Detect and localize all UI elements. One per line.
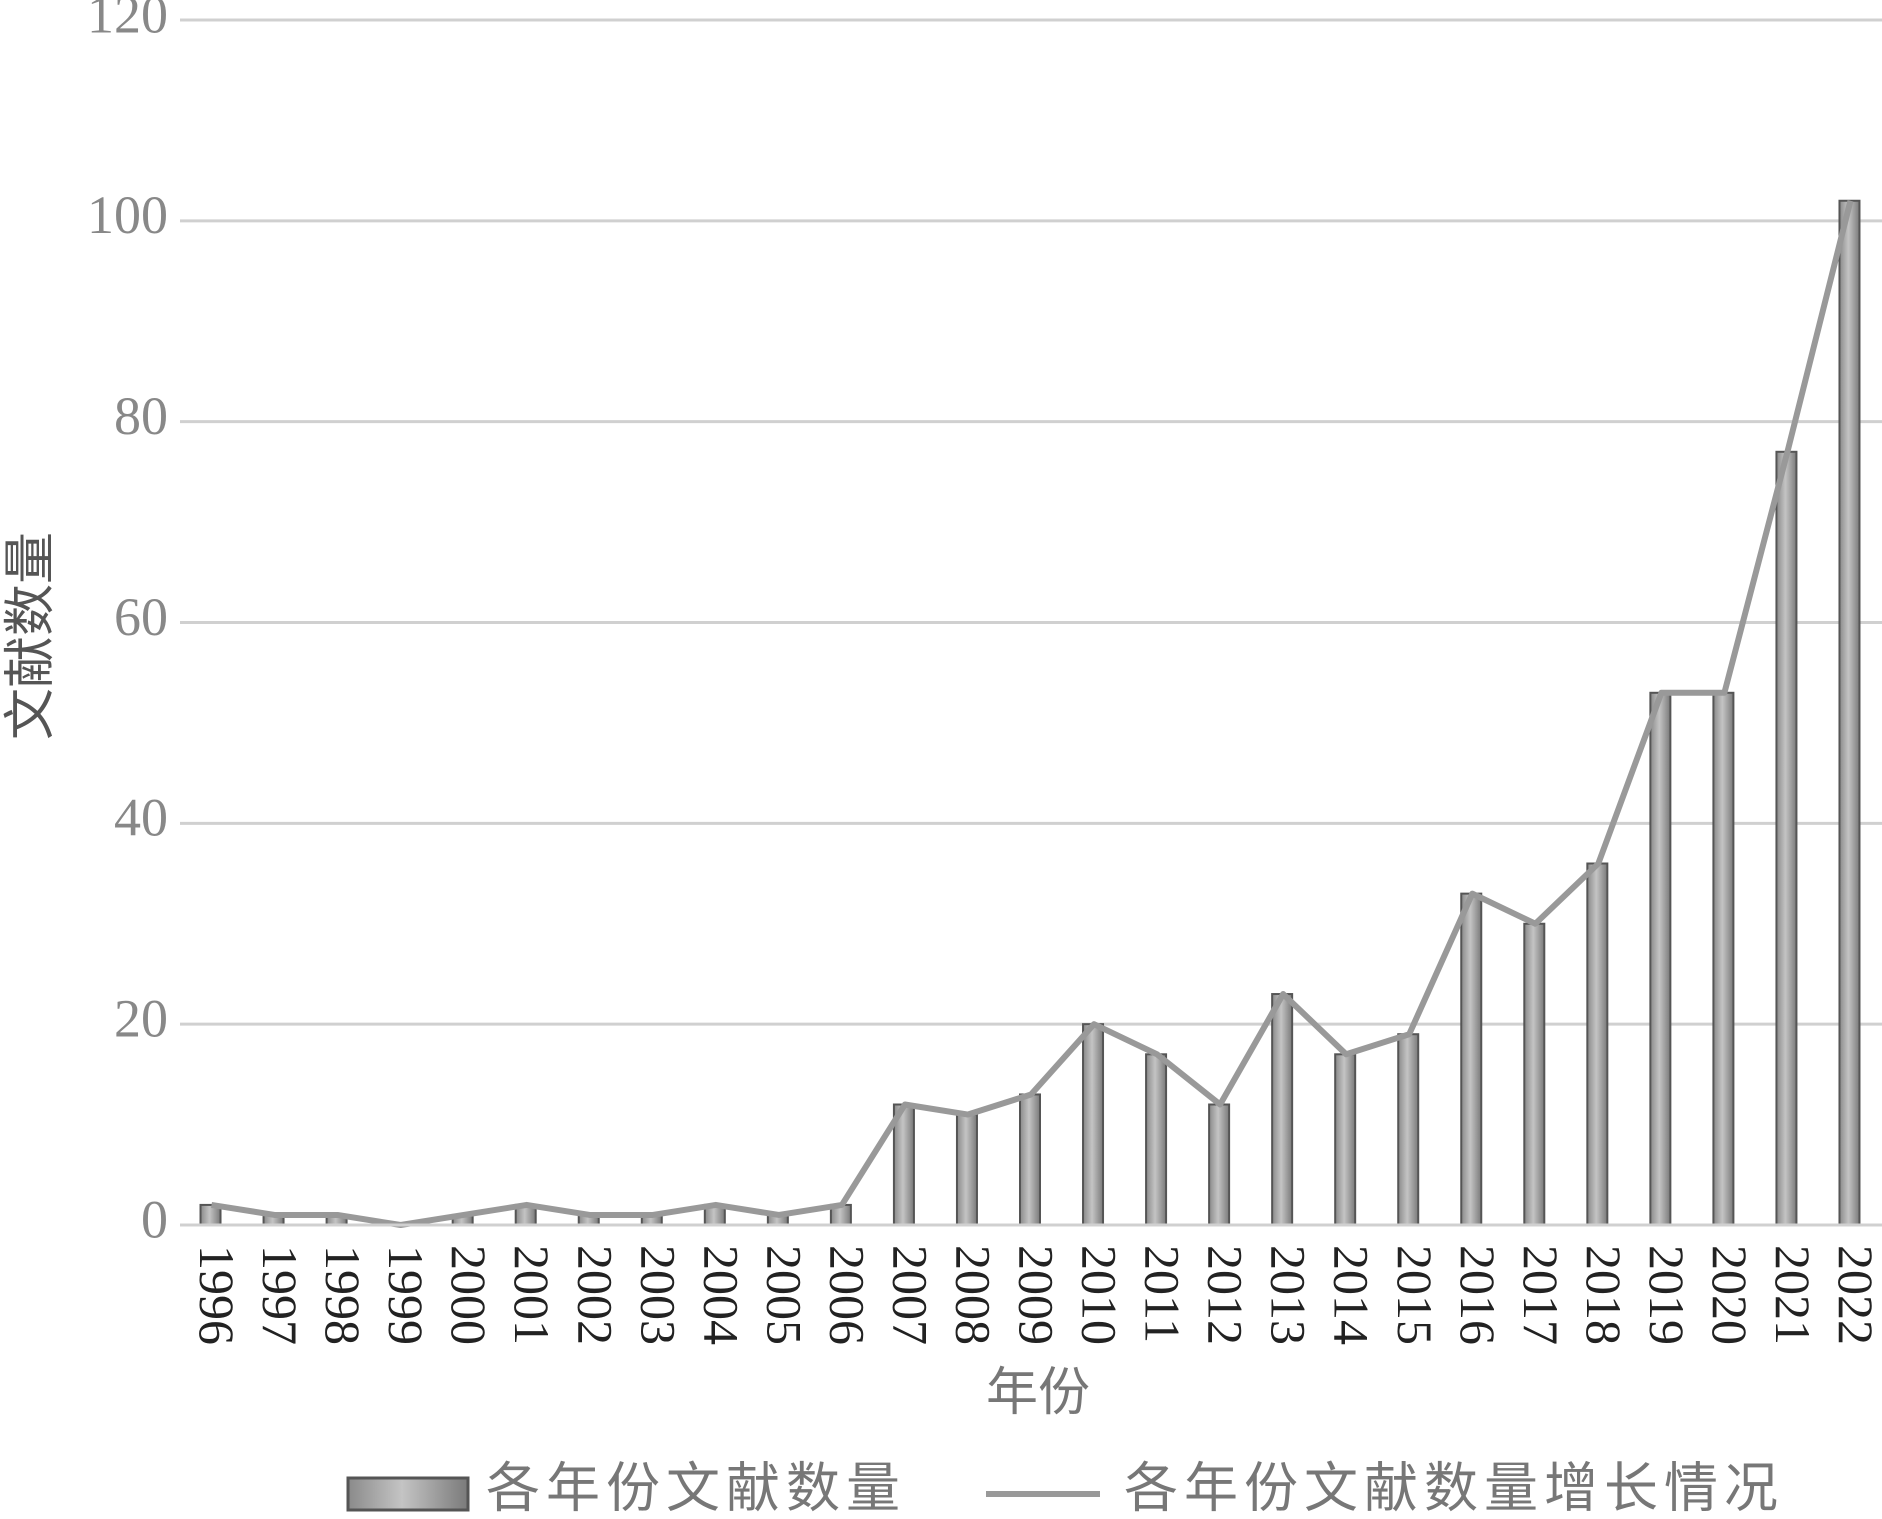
x-tick-label: 2003	[630, 1245, 686, 1345]
x-tick-label: 2015	[1387, 1245, 1443, 1345]
x-tick-label: 2007	[882, 1245, 938, 1345]
x-tick-label: 2020	[1702, 1245, 1758, 1345]
x-tick-label: 1997	[252, 1245, 308, 1345]
x-tick-label: 2016	[1450, 1245, 1506, 1345]
x-tick-label: 2022	[1828, 1245, 1882, 1345]
x-tick-label: 2017	[1513, 1245, 1569, 1345]
bar	[1460, 892, 1483, 1226]
x-tick-label: 2005	[756, 1245, 812, 1345]
x-tick-label: 2014	[1324, 1245, 1380, 1345]
line	[211, 200, 1854, 1228]
x-axis-title: 年份	[986, 1365, 1090, 1422]
x-tick-label: 1999	[378, 1245, 434, 1345]
x-tick-label: 1996	[189, 1245, 245, 1345]
bar	[1271, 993, 1294, 1227]
bar	[1334, 1053, 1357, 1226]
x-tick-label: 2004	[693, 1245, 749, 1345]
bar	[955, 1113, 978, 1226]
x-tick-label: 2018	[1576, 1245, 1632, 1345]
y-tick-label: 80	[114, 386, 168, 446]
x-tick-label: 2002	[567, 1245, 623, 1345]
bar	[1145, 1053, 1168, 1226]
x-tick-label: 2001	[504, 1245, 560, 1345]
x-tick-label: 2010	[1072, 1245, 1128, 1345]
bar	[1523, 922, 1546, 1226]
x-tick-label: 2011	[1135, 1245, 1191, 1343]
bar	[1397, 1033, 1420, 1227]
x-tick-label: 1998	[315, 1245, 371, 1345]
x-tick-label: 2012	[1198, 1245, 1254, 1345]
legend-label: 各年份文献数量	[486, 1458, 906, 1518]
bar	[1208, 1103, 1231, 1226]
y-tick-label: 20	[114, 989, 168, 1049]
bar	[1775, 450, 1798, 1226]
x-tick-label: 2009	[1009, 1245, 1065, 1345]
legend-swatch	[346, 1476, 470, 1512]
x-tick-label: 2000	[441, 1245, 497, 1345]
bar	[1712, 691, 1735, 1226]
y-axis-title: 文献数量	[3, 532, 60, 740]
bar	[1082, 1023, 1105, 1226]
legend-label: 各年份文献数量增长情况	[1124, 1458, 1784, 1518]
x-tick-label: 2013	[1261, 1245, 1317, 1345]
y-tick-label: 120	[87, 0, 168, 44]
bar	[1649, 691, 1672, 1226]
x-tick-label: 2021	[1765, 1245, 1821, 1345]
bar	[1838, 199, 1861, 1226]
y-tick-label: 60	[114, 587, 168, 647]
x-tick-label: 2019	[1639, 1245, 1695, 1345]
y-tick-label: 40	[114, 788, 168, 848]
bar	[1586, 862, 1609, 1226]
y-tick-label: 0	[141, 1189, 168, 1249]
y-tick-label: 100	[87, 185, 168, 245]
x-tick-label: 2008	[945, 1245, 1001, 1345]
x-tick-label: 2006	[819, 1245, 875, 1345]
bar	[1019, 1093, 1041, 1227]
